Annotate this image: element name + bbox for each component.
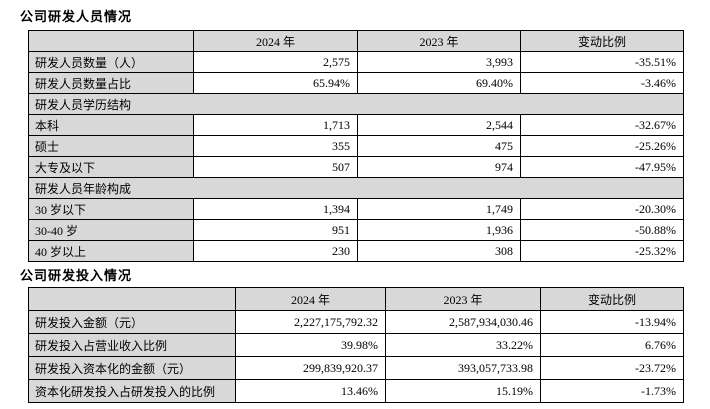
change-cell: -35.51% bbox=[520, 51, 684, 73]
row-label-cell: 30-40 岁 bbox=[28, 219, 194, 241]
value-2023-cell: 475 bbox=[357, 135, 521, 157]
table-row: 研发人员数量（人） 2,575 3,993 -35.51% bbox=[28, 51, 684, 73]
row-label-cell: 研发投入占营业收入比例 bbox=[28, 333, 236, 357]
row-label-cell: 研发人员数量（人） bbox=[28, 51, 194, 73]
row-label-cell: 硕士 bbox=[28, 135, 194, 157]
table-row: 30-40 岁 951 1,936 -50.88% bbox=[28, 219, 684, 241]
value-2023-cell: 2,587,934,030.46 bbox=[385, 310, 541, 334]
table-header-row: 2024 年 2023 年 变动比例 bbox=[28, 30, 684, 52]
header-blank-cell bbox=[28, 287, 236, 311]
value-2024-cell: 13.46% bbox=[235, 379, 386, 403]
value-2024-cell: 507 bbox=[193, 156, 358, 178]
header-change-ratio: 变动比例 bbox=[540, 287, 684, 311]
value-2024-cell: 1,394 bbox=[193, 198, 358, 220]
table-row: 大专及以下 507 974 -47.95% bbox=[28, 156, 684, 178]
change-cell: -13.94% bbox=[540, 310, 684, 334]
table-header-row: 2024 年 2023 年 变动比例 bbox=[28, 287, 684, 311]
value-2024-cell: 230 bbox=[193, 240, 358, 262]
value-2023-cell: 3,993 bbox=[357, 51, 521, 73]
row-label-cell: 40 岁以上 bbox=[28, 240, 194, 262]
section-row: 研发人员年龄构成 bbox=[28, 177, 684, 199]
header-year-2023: 2023 年 bbox=[385, 287, 541, 311]
value-2024-cell: 951 bbox=[193, 219, 358, 241]
change-cell: -50.88% bbox=[520, 219, 684, 241]
row-label-cell: 资本化研发投入占研发投入的比例 bbox=[28, 379, 236, 403]
value-2024-cell: 1,713 bbox=[193, 114, 358, 136]
change-cell: 6.76% bbox=[540, 333, 684, 357]
change-cell: -23.72% bbox=[540, 356, 684, 380]
value-2024-cell: 355 bbox=[193, 135, 358, 157]
section-row: 研发人员学历结构 bbox=[28, 93, 684, 115]
row-label-cell: 研发投入金额（元） bbox=[28, 310, 236, 334]
table-row: 30 岁以下 1,394 1,749 -20.30% bbox=[28, 198, 684, 220]
section-label-cell: 研发人员年龄构成 bbox=[28, 177, 684, 199]
value-2024-cell: 39.98% bbox=[235, 333, 386, 357]
change-cell: -3.46% bbox=[520, 72, 684, 94]
change-cell: -25.26% bbox=[520, 135, 684, 157]
rd-investment-table: 2024 年 2023 年 变动比例 研发投入金额（元） 2,227,175,7… bbox=[28, 287, 684, 403]
value-2024-cell: 65.94% bbox=[193, 72, 358, 94]
value-2024-cell: 299,839,920.37 bbox=[235, 356, 386, 380]
table-row: 研发投入资本化的金额（元） 299,839,920.37 393,057,733… bbox=[28, 356, 684, 380]
value-2023-cell: 393,057,733.98 bbox=[385, 356, 541, 380]
header-blank-cell bbox=[28, 30, 194, 52]
table-row: 硕士 355 475 -25.26% bbox=[28, 135, 684, 157]
change-cell: -1.73% bbox=[540, 379, 684, 403]
header-year-2024: 2024 年 bbox=[193, 30, 358, 52]
value-2023-cell: 308 bbox=[357, 240, 521, 262]
section-label-cell: 研发人员学历结构 bbox=[28, 93, 684, 115]
row-label-cell: 30 岁以下 bbox=[28, 198, 194, 220]
row-label-cell: 研发投入资本化的金额（元） bbox=[28, 356, 236, 380]
value-2023-cell: 1,749 bbox=[357, 198, 521, 220]
value-2023-cell: 33.22% bbox=[385, 333, 541, 357]
change-cell: -47.95% bbox=[520, 156, 684, 178]
investment-section-title: 公司研发投入情况 bbox=[20, 268, 133, 283]
table-row: 研发投入金额（元） 2,227,175,792.32 2,587,934,030… bbox=[28, 310, 684, 334]
change-cell: -20.30% bbox=[520, 198, 684, 220]
table-row: 研发人员数量占比 65.94% 69.40% -3.46% bbox=[28, 72, 684, 94]
row-label-cell: 大专及以下 bbox=[28, 156, 194, 178]
row-label-cell: 本科 bbox=[28, 114, 194, 136]
header-change-ratio: 变动比例 bbox=[520, 30, 684, 52]
rd-personnel-table: 2024 年 2023 年 变动比例 研发人员数量（人） 2,575 3,993… bbox=[28, 30, 684, 262]
personnel-section-title: 公司研发人员情况 bbox=[20, 9, 133, 24]
table-row: 本科 1,713 2,544 -32.67% bbox=[28, 114, 684, 136]
value-2023-cell: 974 bbox=[357, 156, 521, 178]
header-year-2024: 2024 年 bbox=[235, 287, 386, 311]
header-year-2023: 2023 年 bbox=[357, 30, 521, 52]
value-2024-cell: 2,227,175,792.32 bbox=[235, 310, 386, 334]
value-2023-cell: 1,936 bbox=[357, 219, 521, 241]
value-2024-cell: 2,575 bbox=[193, 51, 358, 73]
value-2023-cell: 15.19% bbox=[385, 379, 541, 403]
change-cell: -25.32% bbox=[520, 240, 684, 262]
table-row: 40 岁以上 230 308 -25.32% bbox=[28, 240, 684, 262]
value-2023-cell: 69.40% bbox=[357, 72, 521, 94]
change-cell: -32.67% bbox=[520, 114, 684, 136]
row-label-cell: 研发人员数量占比 bbox=[28, 72, 194, 94]
table-row: 资本化研发投入占研发投入的比例 13.46% 15.19% -1.73% bbox=[28, 379, 684, 403]
value-2023-cell: 2,544 bbox=[357, 114, 521, 136]
table-row: 研发投入占营业收入比例 39.98% 33.22% 6.76% bbox=[28, 333, 684, 357]
